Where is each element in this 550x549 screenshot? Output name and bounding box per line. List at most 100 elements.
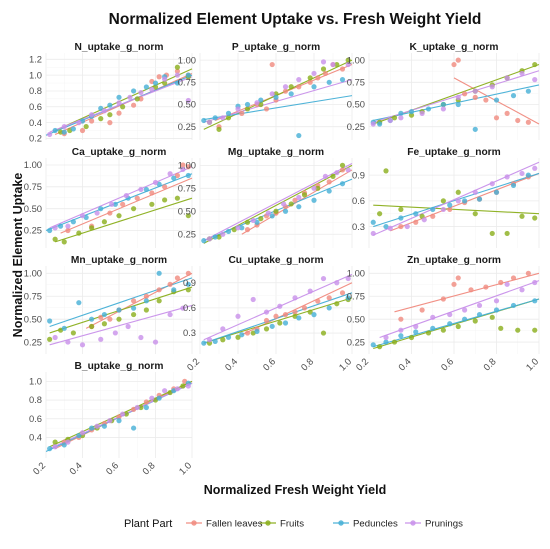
point-prunings <box>472 189 478 195</box>
point-fruits <box>320 66 327 72</box>
point-peduncles <box>47 318 53 324</box>
point-fallen-leaves <box>315 75 321 81</box>
point-prunings <box>152 179 159 186</box>
point-fallen-leaves <box>307 79 313 85</box>
point-fruits <box>307 309 313 315</box>
y-tick-label: 0.25 <box>347 336 365 347</box>
y-tick-label: 0.6 <box>29 413 42 424</box>
point-prunings <box>138 186 144 193</box>
point-fallen-leaves <box>483 97 489 103</box>
point-prunings <box>180 305 186 311</box>
point-peduncles <box>408 108 415 115</box>
point-peduncles <box>462 198 468 204</box>
point-fallen-leaves <box>419 307 425 313</box>
point-peduncles <box>112 201 118 207</box>
point-prunings <box>476 302 483 309</box>
point-prunings <box>320 275 327 282</box>
point-fruits <box>101 219 107 225</box>
point-fallen-leaves <box>156 287 162 293</box>
point-fruits <box>225 115 232 121</box>
point-prunings <box>76 120 82 126</box>
point-peduncles <box>212 115 218 121</box>
point-prunings <box>123 192 129 199</box>
point-peduncles <box>239 225 245 231</box>
point-fruits <box>532 215 538 221</box>
y-tick-label: 0.4 <box>29 432 42 443</box>
panel-title-mn-uptake-g-norm: Mn_uptake_g_norm <box>71 255 167 266</box>
point-peduncles <box>413 211 419 217</box>
point-fallen-leaves <box>472 94 478 100</box>
point-fruits <box>489 314 495 320</box>
point-fallen-leaves <box>138 96 144 102</box>
point-peduncles <box>254 328 260 334</box>
point-prunings <box>167 311 173 318</box>
point-peduncles <box>143 84 149 90</box>
point-prunings <box>281 201 287 207</box>
point-peduncles <box>311 84 317 90</box>
point-prunings <box>440 106 446 112</box>
y-tick-label: 1.00 <box>178 54 196 65</box>
point-peduncles <box>70 219 76 225</box>
point-fruits <box>532 61 538 68</box>
point-fruits <box>258 216 264 222</box>
point-prunings <box>235 106 241 112</box>
point-peduncles <box>225 228 232 235</box>
point-fruits <box>273 208 279 214</box>
point-peduncles <box>345 295 351 301</box>
point-peduncles <box>493 307 500 313</box>
point-fallen-leaves <box>398 316 404 322</box>
point-fruits <box>383 168 389 174</box>
point-peduncles <box>143 186 149 193</box>
point-fallen-leaves <box>131 102 137 108</box>
point-prunings <box>413 323 419 330</box>
point-fallen-leaves <box>339 66 346 72</box>
point-peduncles <box>143 298 149 304</box>
point-fruits <box>116 316 122 322</box>
y-tick-label: 0.6 <box>352 195 365 206</box>
point-prunings <box>345 275 351 282</box>
point-fruits <box>288 201 294 207</box>
point-fruits <box>89 323 95 330</box>
facet-panels: N_uptake_g_norm 0.2 0.4 0.6 0.8 1.0 1.2 P_uptak… <box>24 42 541 477</box>
point-prunings <box>447 311 453 318</box>
point-peduncles <box>269 323 275 329</box>
point-peduncles <box>377 121 383 127</box>
point-fruits <box>425 330 432 336</box>
y-axis-title: Normalized Element Uptake <box>11 173 25 338</box>
point-fruits <box>440 327 446 333</box>
panel-mn-uptake-g-norm: Mn_uptake_g_norm 0.25 0.50 0.75 1.00 <box>24 255 193 354</box>
point-peduncles <box>131 305 137 311</box>
point-peduncles <box>430 206 436 213</box>
point-prunings <box>127 94 133 100</box>
point-peduncles <box>510 93 517 99</box>
point-peduncles <box>282 320 289 326</box>
y-tick-label: 0.50 <box>178 205 196 216</box>
point-fruits <box>515 327 521 333</box>
point-prunings <box>94 423 100 429</box>
y-tick-label: 0.6 <box>183 302 196 313</box>
point-fruits <box>220 337 226 343</box>
point-prunings <box>440 206 446 213</box>
point-fallen-leaves <box>120 201 126 207</box>
panel-fe-uptake-g-norm: Fe_uptake_g_norm 0.3 0.6 0.9 <box>352 147 540 248</box>
panel-title-cu-uptake-g-norm: Cu_uptake_g_norm <box>228 255 323 266</box>
legend-swatch-peduncles <box>338 520 344 526</box>
point-prunings <box>235 225 241 231</box>
point-peduncles <box>201 238 207 244</box>
point-fruits <box>156 298 162 304</box>
point-peduncles <box>201 117 207 124</box>
point-peduncles <box>107 102 113 108</box>
point-prunings <box>47 131 53 138</box>
point-peduncles <box>296 204 302 210</box>
point-peduncles <box>326 79 332 85</box>
point-peduncles <box>383 223 389 230</box>
panel-title-ca-uptake-g-norm: Ca_uptake_g_norm <box>72 147 167 158</box>
point-prunings <box>421 217 427 223</box>
point-prunings <box>532 165 538 171</box>
y-tick-label: 1.0 <box>29 376 42 387</box>
point-peduncles <box>476 196 483 202</box>
point-prunings <box>455 198 461 204</box>
point-peduncles <box>131 425 137 431</box>
point-fruits <box>532 327 538 333</box>
